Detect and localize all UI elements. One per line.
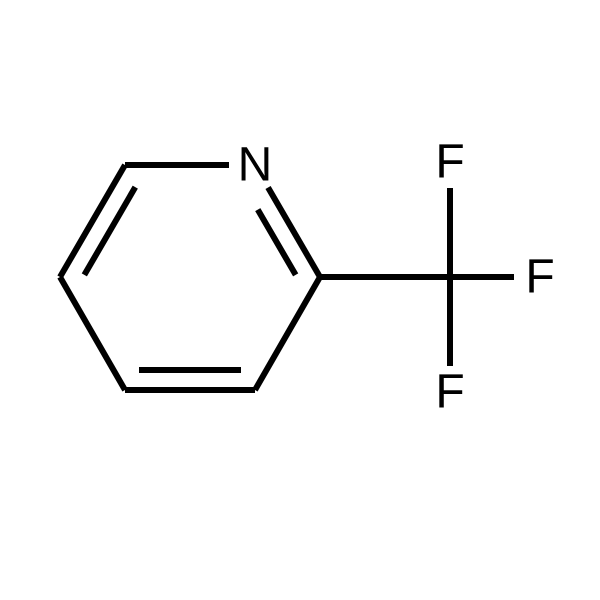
atom-label-n: N — [238, 139, 273, 192]
molecule-diagram: N F F F — [0, 0, 600, 600]
bond — [60, 277, 125, 390]
atom-label-f1: F — [435, 136, 464, 189]
bond — [84, 187, 135, 275]
bond — [255, 277, 320, 390]
atom-label-f3: F — [435, 366, 464, 419]
atom-label-f2: F — [525, 251, 554, 304]
bond — [268, 187, 320, 277]
